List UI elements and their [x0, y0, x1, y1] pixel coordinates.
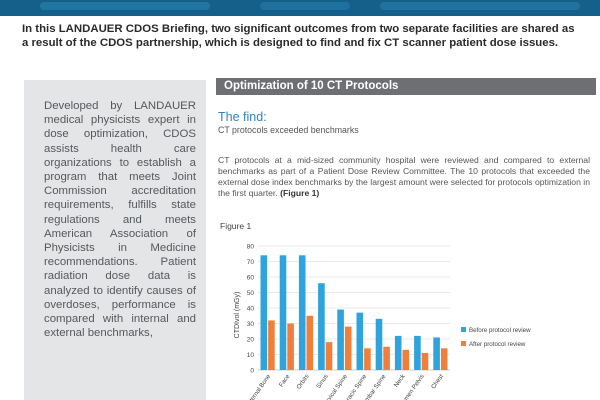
bar-after — [383, 346, 390, 370]
bar-before — [433, 337, 440, 370]
find-subheading: CT protocols exceeded benchmarks — [218, 125, 359, 135]
figure-label: Figure 1 — [220, 221, 252, 231]
bar-after — [364, 348, 371, 370]
bar-before — [375, 318, 383, 370]
y-tick-label: 70 — [247, 259, 255, 266]
bar-before — [394, 335, 402, 370]
section-title: Optimization of 10 CT Protocols — [224, 80, 399, 92]
bar-before — [260, 255, 268, 370]
y-axis-label: CTDIvol (mGy) — [234, 292, 241, 339]
x-tick-label: Face — [278, 373, 292, 389]
bar-after — [421, 352, 429, 370]
bar-before — [414, 335, 421, 370]
y-tick-label: 50 — [247, 290, 255, 297]
sidebar-text: Developed by LANDAUER medical physicists… — [44, 100, 196, 340]
x-tick-label: Neck — [393, 372, 407, 388]
bar-after — [344, 326, 352, 370]
ctdi-bar-chart: 0 10 20 30 40 50 60 70 80 Internal Bone Face Orbits… — [234, 244, 531, 400]
y-tick-label: 80 — [247, 244, 255, 251]
bar-after — [402, 349, 410, 370]
intro-paragraph: In this LANDAUER CDOS Briefing, two sign… — [22, 23, 575, 49]
bar-after — [325, 342, 333, 370]
section-header: Optimization of 10 CT Protocols — [216, 78, 596, 95]
bar-before — [279, 255, 287, 370]
y-tick-label: 40 — [247, 306, 255, 313]
bar-after — [306, 315, 314, 370]
legend-swatch-before — [461, 327, 466, 332]
top-banner — [0, 0, 600, 16]
legend-label-before: Before protocol review — [469, 327, 531, 334]
legend: Before protocol review After protocol re… — [461, 327, 531, 348]
bar-after — [287, 323, 294, 370]
find-heading: The find: — [218, 110, 267, 124]
bar-before — [356, 312, 364, 370]
y-tick-label: 10 — [247, 352, 255, 359]
bar-before — [298, 255, 306, 370]
y-tick-label: 0 — [250, 368, 254, 375]
x-tick-label: Orbits — [295, 373, 310, 391]
y-tick-label: 20 — [247, 337, 255, 344]
bar-after — [440, 348, 448, 370]
y-tick-label: 60 — [247, 275, 255, 282]
sidebar-panel: Developed by LANDAUER medical physicists… — [24, 80, 206, 400]
figure-reference: (Figure 1) — [280, 188, 320, 198]
legend-label-after: After protocol review — [469, 341, 526, 348]
body-paragraph: CT protocols at a mid-sized community ho… — [218, 155, 590, 199]
legend-swatch-after — [461, 341, 466, 346]
bar-before — [318, 283, 325, 370]
bar-after — [268, 320, 275, 370]
x-tick-label: Sinus — [315, 373, 330, 390]
bar-before — [337, 309, 344, 370]
body-text: CT protocols at a mid-sized community ho… — [218, 155, 590, 198]
y-tick-label: 30 — [247, 321, 255, 328]
x-tick-label: Chest — [430, 373, 445, 390]
x-tick-label: Internal Bone — [245, 373, 272, 400]
